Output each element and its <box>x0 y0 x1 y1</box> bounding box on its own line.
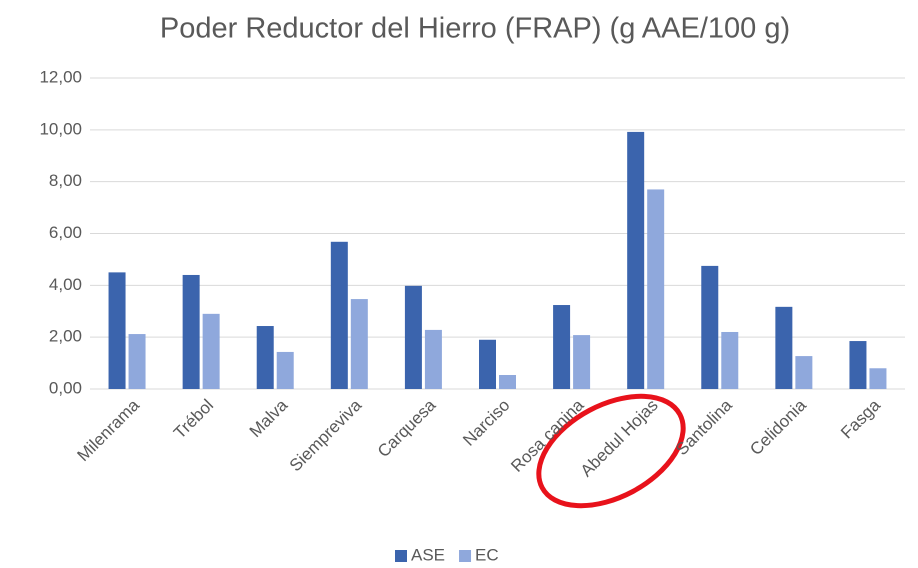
x-tick-label: Siempreviva <box>286 395 366 475</box>
y-tick-label: 12,00 <box>39 67 82 86</box>
legend-label: ASE <box>411 545 445 564</box>
y-tick-label: 0,00 <box>49 378 82 397</box>
bar <box>128 334 146 389</box>
bar <box>849 341 867 389</box>
bar <box>795 356 813 389</box>
chart-title: Poder Reductor del Hierro (FRAP) (g AAE/… <box>160 13 790 45</box>
bar <box>647 189 665 389</box>
y-tick-label: 8,00 <box>49 171 82 190</box>
bar <box>108 272 126 389</box>
x-tick-label: Milenrama <box>73 395 143 465</box>
y-tick-label: 2,00 <box>49 327 82 346</box>
bar <box>553 305 571 389</box>
bar <box>256 326 274 389</box>
bar <box>276 351 294 389</box>
x-tick-label: Celidonia <box>746 395 810 459</box>
x-tick-label: Fasga <box>837 395 884 442</box>
bar <box>627 131 645 389</box>
bar <box>775 306 793 389</box>
bar <box>404 285 422 389</box>
legend-swatch <box>395 550 407 562</box>
x-tick-label: Malva <box>246 395 292 441</box>
y-tick-label: 10,00 <box>39 119 82 138</box>
bar <box>330 241 348 389</box>
y-tick-label: 4,00 <box>49 275 82 294</box>
x-tick-label: Carquesa <box>374 395 440 461</box>
bar <box>350 299 368 389</box>
x-tick-label: Narciso <box>459 396 513 450</box>
bar <box>479 339 496 389</box>
bar <box>869 368 887 389</box>
highlight-ellipse <box>536 393 686 509</box>
bar <box>424 329 442 389</box>
bar <box>202 313 220 389</box>
bar <box>573 335 591 389</box>
bar <box>499 375 516 389</box>
y-tick-label: 6,00 <box>49 223 82 242</box>
bar <box>721 331 739 389</box>
legend-label: EC <box>475 545 499 564</box>
x-tick-label: Trébol <box>170 396 217 443</box>
bar <box>182 274 200 389</box>
bar <box>701 265 719 389</box>
legend-swatch <box>459 550 472 562</box>
x-tick-label: Rosa canina <box>507 395 588 476</box>
